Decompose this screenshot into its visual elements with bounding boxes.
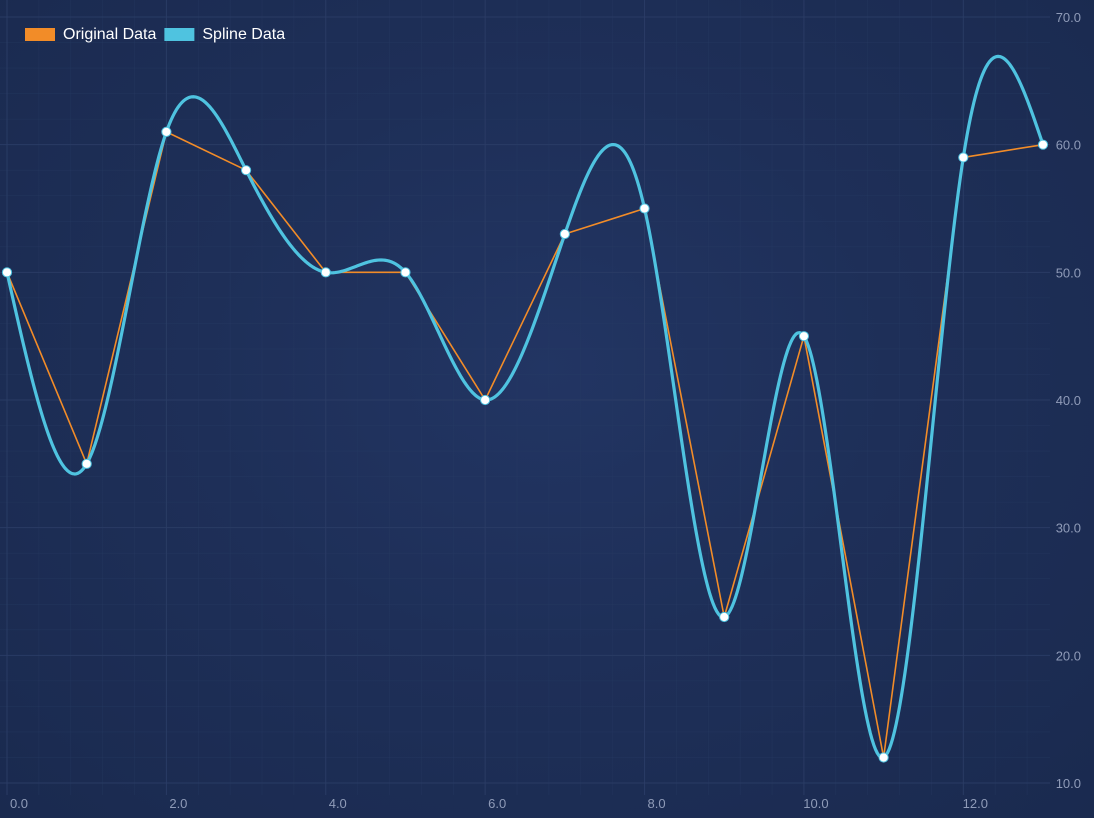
y-tick-label: 30.0 [1056,521,1081,536]
x-tick-label: 6.0 [488,796,506,811]
legend[interactable]: Original Data Spline Data [25,26,285,43]
data-point-marker[interactable] [320,267,331,278]
y-tick-label: 70.0 [1056,10,1081,25]
x-tick-label: 10.0 [803,796,828,811]
marker-layer [1,126,1049,763]
data-point-marker[interactable] [719,611,730,623]
x-tick-label: 12.0 [963,796,988,811]
data-point-marker[interactable] [400,267,411,278]
data-point-marker[interactable] [798,331,810,342]
grid [0,0,1050,795]
y-tick-label: 60.0 [1056,138,1081,153]
x-tick-label: 8.0 [647,796,665,811]
y-tick-label: 10.0 [1056,776,1081,791]
data-point-marker[interactable] [161,126,172,137]
data-point-marker[interactable] [559,228,570,240]
data-point-marker[interactable] [1,267,13,278]
legend-label[interactable]: Original Data [63,26,156,43]
data-point-marker[interactable] [81,458,92,469]
x-tick-label: 4.0 [329,796,347,811]
y-tick-label: 40.0 [1056,393,1081,408]
x-tick-label: 2.0 [169,796,187,811]
data-point-marker[interactable] [958,152,969,163]
y-tick-label: 20.0 [1056,648,1081,663]
data-point-marker[interactable] [639,203,650,214]
legend-swatch [25,28,55,41]
data-point-marker[interactable] [240,165,252,176]
y-tick-label: 50.0 [1056,265,1081,280]
series-layer [5,54,1045,760]
spline-data-line [5,54,1045,760]
original-data-line [6,131,1044,759]
legend-label[interactable]: Spline Data [202,26,285,43]
axis-labels: 0.0 2.0 4.0 6.0 8.0 10.0 12.0 10.0 20.0 30.0 40.0 5… [10,10,1081,811]
data-point-marker[interactable] [480,394,491,406]
legend-swatch [164,28,195,41]
data-point-marker[interactable] [878,752,889,763]
data-point-marker[interactable] [1037,139,1049,150]
x-tick-label: 0.0 [10,796,28,811]
